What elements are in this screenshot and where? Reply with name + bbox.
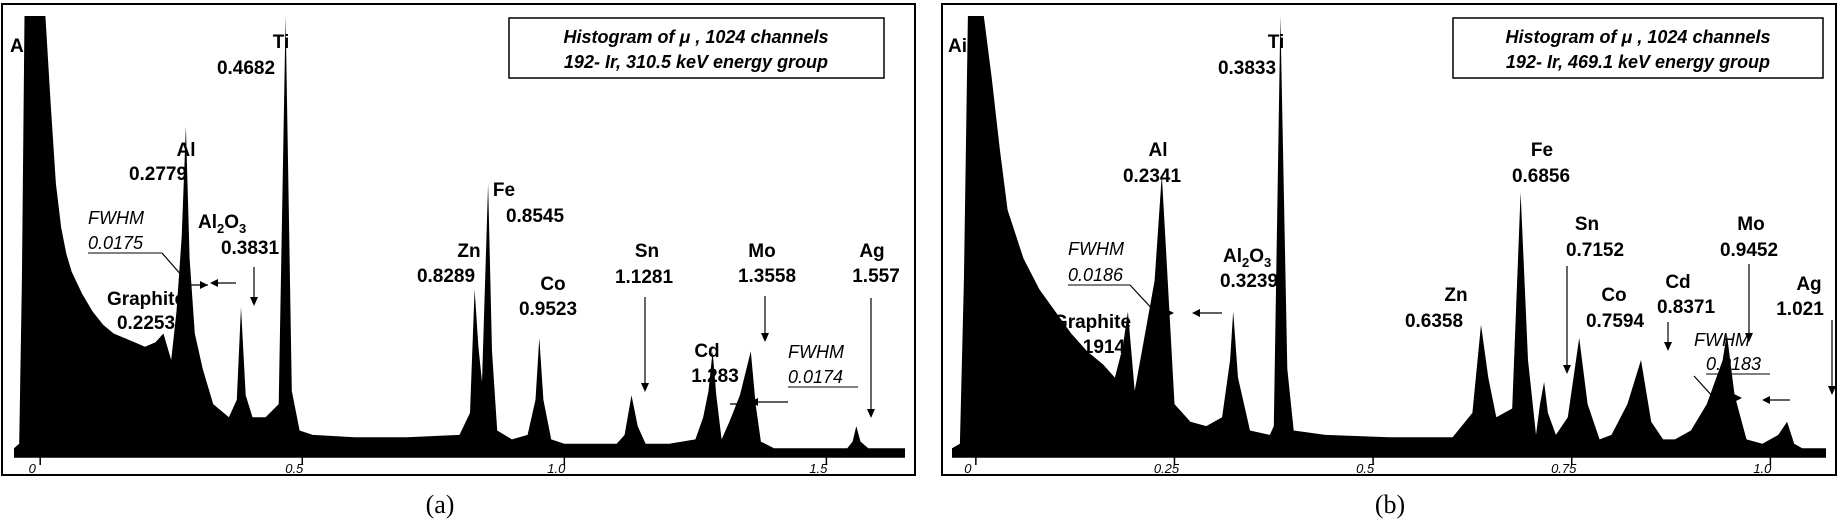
panel-b-title-line-1: Histogram of μ , 1024 channels — [1506, 27, 1771, 47]
panel-a-title-box — [508, 17, 885, 79]
peak-value-al2o3: 0.3831 — [221, 238, 280, 259]
panel-b-histogram-area — [952, 16, 1826, 457]
peak-label-al2o3: Al2O3 — [1223, 246, 1271, 270]
peak-label-co: Co — [540, 274, 565, 295]
peak-label-al2o3: Al2O3 — [198, 212, 246, 236]
fwhm-label-2: FWHM — [788, 342, 844, 362]
fwhm-value-1: 0.0186 — [1068, 265, 1124, 285]
fwhm-value-2: 0.0174 — [788, 367, 843, 387]
peak-label-al: Al — [177, 140, 196, 161]
peak-label-air: Air — [948, 36, 975, 57]
peak-label-ag: Ag — [859, 241, 884, 262]
peak-value-al: 0.2779 — [129, 164, 187, 185]
peak-value-graphite: 0.1914 — [1067, 337, 1126, 358]
caption-a: (a) — [425, 490, 455, 519]
panel-b-frame — [941, 3, 1837, 476]
x-tick-label: 0.5 — [285, 461, 304, 476]
x-tick-label: 0.75 — [1551, 461, 1577, 476]
peak-value-co: 0.9523 — [519, 299, 577, 320]
panel-a-title-line-1: Histogram of μ , 1024 channels — [564, 27, 829, 47]
peak-label-sn: Sn — [635, 241, 659, 262]
peak-value-zn: 0.6358 — [1405, 311, 1463, 332]
peak-label-co: Co — [1601, 285, 1626, 306]
panel-b-title-line-2: 192- Ir, 469.1 keV energy group — [1506, 52, 1770, 72]
panel-b-x-ticks: 0 0.25 0.5 0.75 1.0 — [964, 457, 1772, 476]
peak-label-zn: Zn — [457, 241, 480, 262]
peak-label-fe: Fe — [1531, 140, 1553, 161]
peak-label-ti: Ti — [273, 32, 290, 53]
peak-value-fe: 0.8545 — [506, 206, 565, 227]
peak-value-ti: 0.4682 — [217, 58, 275, 79]
peak-value-co: 0.7594 — [1586, 311, 1645, 332]
x-tick-label: 1.0 — [1753, 461, 1772, 476]
peak-label-cd: Cd — [694, 341, 719, 362]
panel-a-title-line-2: 192- Ir, 310.5 keV energy group — [564, 52, 828, 72]
peak-value-fe: 0.6856 — [1512, 166, 1570, 187]
panel-a-frame — [1, 3, 916, 476]
fwhm-label-1: FWHM — [1068, 239, 1124, 259]
peak-value-mo: 0.9452 — [1720, 240, 1778, 261]
panel-a: 0 0.5 1.0 1.5 Histogram of μ , 1024 channel… — [1, 3, 916, 476]
peak-value-mo: 1.3558 — [738, 266, 796, 287]
peak-label-zn: Zn — [1444, 285, 1467, 306]
peak-label-graphite: Graphite — [1053, 312, 1131, 333]
peak-label-fe: Fe — [493, 180, 515, 201]
peak-value-cd: 0.8371 — [1657, 297, 1716, 318]
peak-value-ag: 1.021 — [1776, 299, 1824, 320]
panel-b: 0 0.25 0.5 0.75 1.0 Histogram of μ , 1024 ch… — [941, 3, 1837, 476]
panel-a-x-ticks: 0 0.5 1.0 1.5 — [29, 457, 828, 476]
peak-label-mo: Mo — [1737, 214, 1764, 235]
peak-value-al: 0.2341 — [1123, 166, 1182, 187]
x-tick-label: 0 — [964, 461, 972, 476]
x-tick-label: 1.0 — [547, 461, 566, 476]
peak-value-ti: 0.3833 — [1218, 58, 1276, 79]
peak-label-graphite: Graphite — [107, 289, 185, 310]
x-tick-label: 0.25 — [1154, 461, 1180, 476]
peak-value-al2o3: 0.3239 — [1220, 271, 1278, 292]
peak-value-graphite: 0.2253 — [117, 313, 175, 334]
caption-b: (b) — [1374, 490, 1406, 519]
peak-label-cd: Cd — [1665, 272, 1690, 293]
fwhm-value-1: 0.0175 — [88, 233, 144, 253]
peak-value-zn: 0.8289 — [417, 266, 475, 287]
peak-value-cd: 1.283 — [691, 366, 739, 387]
x-tick-label: 0 — [29, 461, 37, 476]
peak-value-sn: 0.7152 — [1566, 240, 1624, 261]
x-tick-label: 0.5 — [1356, 461, 1375, 476]
panel-a-histogram-area — [14, 16, 905, 457]
peak-value-sn: 1.1281 — [615, 267, 674, 288]
peak-label-mo: Mo — [748, 241, 775, 262]
peak-label-air: Air — [10, 36, 37, 57]
peak-label-al: Al — [1149, 140, 1168, 161]
fwhm-value-2: 0.0183 — [1706, 354, 1761, 374]
peak-value-ag: 1.557 — [852, 266, 900, 287]
peak-label-ti: Ti — [1268, 32, 1285, 53]
x-tick-label: 1.5 — [809, 461, 828, 476]
peak-label-ag: Ag — [1796, 274, 1821, 295]
fwhm-label-1: FWHM — [88, 208, 144, 228]
fwhm-label-2: FWHM — [1694, 330, 1750, 350]
panel-b-title-box — [1452, 17, 1824, 79]
peak-label-sn: Sn — [1575, 214, 1599, 235]
